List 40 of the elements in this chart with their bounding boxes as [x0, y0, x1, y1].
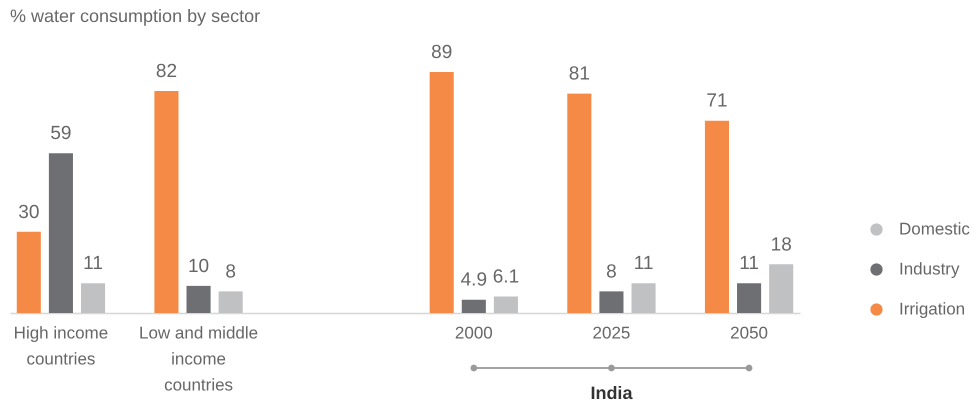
data-label: 82 [156, 60, 178, 82]
bar [737, 283, 762, 313]
legend-label: Irrigation [899, 300, 966, 318]
bar [599, 291, 624, 313]
legend-label: Industry [899, 260, 960, 278]
bar [494, 296, 518, 313]
x-tick-label: 2050 [730, 324, 768, 342]
chart-title: % water consumption by sector [10, 6, 260, 26]
x-tick-label: High income countries [14, 324, 108, 368]
data-label: 11 [739, 253, 759, 274]
x-tick-label: Low and middle income countries [139, 324, 258, 394]
data-label: 11 [634, 253, 654, 274]
data-label: 11 [83, 253, 103, 274]
data-label: 81 [568, 64, 590, 85]
bar [632, 283, 656, 313]
bar [567, 94, 592, 313]
bar [80, 283, 106, 313]
data-label: 18 [770, 234, 792, 256]
x-tick-label: 2000 [454, 324, 493, 342]
data-label: 8 [225, 261, 236, 282]
bar [430, 72, 454, 313]
legend-label: Domestic [899, 220, 970, 238]
text: India [590, 383, 634, 403]
data-label: 59 [50, 123, 72, 144]
data-label: 71 [706, 90, 728, 112]
bar [48, 153, 73, 313]
data-label: 10 [188, 256, 210, 277]
bar [154, 90, 178, 313]
data-label: 4.9 [460, 270, 488, 291]
bar [16, 232, 41, 313]
data-label: 8 [606, 261, 617, 282]
data-label: 89 [431, 42, 452, 63]
data-label: 6.1 [492, 266, 520, 288]
bar [218, 291, 243, 313]
bar [462, 300, 486, 313]
x-tick-label: 2025 [592, 324, 630, 342]
bar [704, 120, 730, 313]
data-label: 30 [18, 202, 40, 223]
bar [769, 264, 794, 313]
bar [186, 286, 211, 313]
